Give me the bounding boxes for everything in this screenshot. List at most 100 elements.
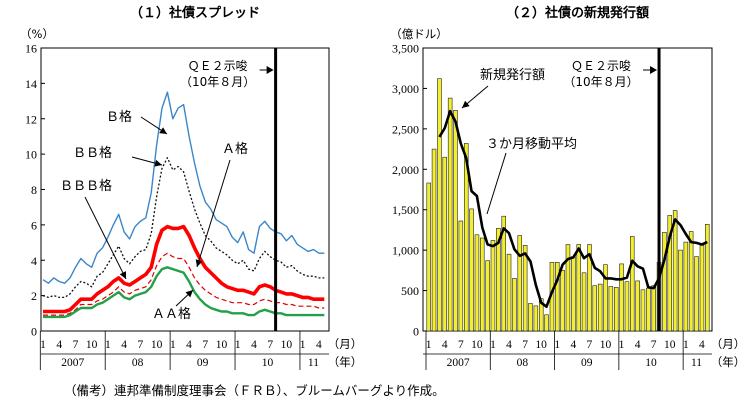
left-qe2-arrowhead — [266, 66, 274, 74]
issuance-bar — [544, 314, 549, 332]
issuance-bar — [683, 241, 689, 332]
issuance-bar — [694, 256, 699, 332]
left-y-tick-label: 6 — [31, 218, 37, 232]
issuance-bar — [437, 78, 442, 332]
right-y-unit: （億ドル） — [390, 27, 448, 41]
issuance-bar — [447, 97, 453, 332]
left-x-year-label: 2007 — [61, 357, 84, 369]
left-x-month-label: 4 — [186, 339, 192, 351]
left-x-month-label: 1 — [170, 339, 176, 351]
right-x-month-label: 1 — [619, 339, 625, 351]
left-x-year-unit: （年） — [328, 355, 363, 369]
series-line-1 — [42, 157, 325, 299]
series-label-bbb: ＢＢＢ格 — [60, 178, 112, 194]
right-x-month-label: 7 — [522, 339, 528, 351]
issuance-bar — [587, 244, 592, 332]
left-x-month-label: 4 — [56, 339, 62, 351]
issuance-bar — [704, 224, 710, 332]
b-arrowhead — [159, 127, 167, 134]
right-y-tick-label: 2,000 — [392, 163, 419, 177]
left-x-month-label: 4 — [316, 339, 322, 351]
left-x-month-label: 1 — [300, 339, 306, 351]
left-title: （１）社債スプレッド — [130, 5, 260, 21]
issuance-bar — [597, 283, 603, 332]
issuance-bar — [619, 263, 624, 332]
issuance-bar — [522, 245, 528, 332]
issuance-bar — [672, 210, 678, 332]
left-y-tick-label: 0 — [31, 325, 37, 339]
left-x-month-label: 1 — [105, 339, 111, 351]
right-x-year-label: 08 — [517, 357, 529, 369]
right-x-month-label: 7 — [651, 339, 657, 351]
left-x-month-label: 7 — [73, 339, 79, 351]
issuance-bar — [442, 156, 447, 332]
right-x-month-label: 4 — [570, 339, 576, 351]
issuance-bar — [624, 281, 630, 332]
right-y-tick-label: 3,500 — [392, 42, 419, 56]
left-x-month-label: 10 — [216, 339, 228, 351]
right-x-month-label: 7 — [458, 339, 464, 351]
issuance-bar — [646, 287, 651, 332]
issuance-bar — [554, 261, 560, 332]
left-x-month-label: 4 — [251, 339, 257, 351]
issuance-bar — [651, 285, 656, 332]
issuance-bar — [571, 256, 576, 332]
left-x-month-label: 7 — [202, 339, 208, 351]
issuance-bar — [426, 182, 431, 332]
left-y-tick-label: 12 — [25, 112, 37, 126]
left-x-month-label: 10 — [151, 339, 163, 351]
series-label-ma: ３か月移動平均 — [486, 137, 577, 152]
right-y-tick-label: 1,500 — [392, 203, 419, 217]
issuance-bar — [608, 286, 614, 332]
right-x-month-label: 4 — [442, 339, 448, 351]
right-x-year-label: 10 — [645, 357, 657, 369]
series-label-bb: ＢＢ格 — [73, 145, 112, 161]
issuance-bar — [496, 228, 501, 332]
issuance-bar — [501, 215, 506, 332]
issuance-bar — [662, 232, 667, 332]
series-label-a: Ａ格 — [222, 141, 248, 157]
issuance-bar — [458, 220, 464, 332]
issuance-bar — [528, 303, 533, 332]
left-y-tick-label: 4 — [31, 254, 37, 268]
right-title: （２）社債の新規発行額 — [506, 5, 649, 21]
right-qe2-sublabel: （10年８月） — [563, 75, 638, 89]
issuance-bar — [490, 240, 496, 332]
issuance-bar — [474, 234, 480, 332]
series-line-0 — [42, 91, 325, 284]
issue-arrowhead — [462, 100, 470, 108]
left-x-year-label: 10 — [262, 357, 274, 369]
left-y-tick-label: 8 — [31, 183, 37, 197]
bb-arrowhead — [154, 159, 162, 167]
issuance-bar — [512, 278, 517, 332]
issuance-bar — [603, 264, 608, 332]
right-x-year-label: 2007 — [447, 357, 470, 369]
issuance-bar — [667, 215, 672, 332]
issuance-bar — [431, 148, 437, 332]
right-y-tick-label: 2,500 — [392, 122, 419, 136]
issuance-bar — [613, 286, 619, 332]
left-plot-frame — [40, 47, 330, 332]
series-label-aa: ＡＡ格 — [152, 306, 191, 322]
left-y-unit: （%） — [20, 27, 54, 41]
right-x-month-label: 10 — [535, 339, 547, 351]
right-y-tick-label: 500 — [401, 284, 419, 298]
source-note: （備考）連邦準備制度理事会（ＦＲＢ）、ブルームバーグより作成。 — [64, 383, 445, 398]
left-x-unit: （月） — [328, 337, 363, 351]
issuance-bar — [517, 235, 522, 332]
right-qe2-arrowhead — [650, 66, 658, 74]
issuance-bar — [592, 285, 597, 332]
right-x-month-label: 4 — [699, 339, 705, 351]
left-y-tick-label: 16 — [25, 42, 37, 56]
left-x-month-label: 1 — [40, 339, 46, 351]
left-y-tick-label: 2 — [31, 289, 37, 303]
left-qe2-sublabel: （10年８月） — [180, 75, 255, 89]
left-x-month-label: 4 — [121, 339, 127, 351]
series-line-3 — [43, 252, 325, 316]
issuance-bar — [533, 305, 539, 332]
left-x-month-label: 7 — [267, 339, 273, 351]
right-qe2-label: ＱＥ２示唆 — [571, 58, 631, 73]
issuance-bar — [640, 289, 646, 332]
right-x-month-label: 10 — [600, 339, 612, 351]
